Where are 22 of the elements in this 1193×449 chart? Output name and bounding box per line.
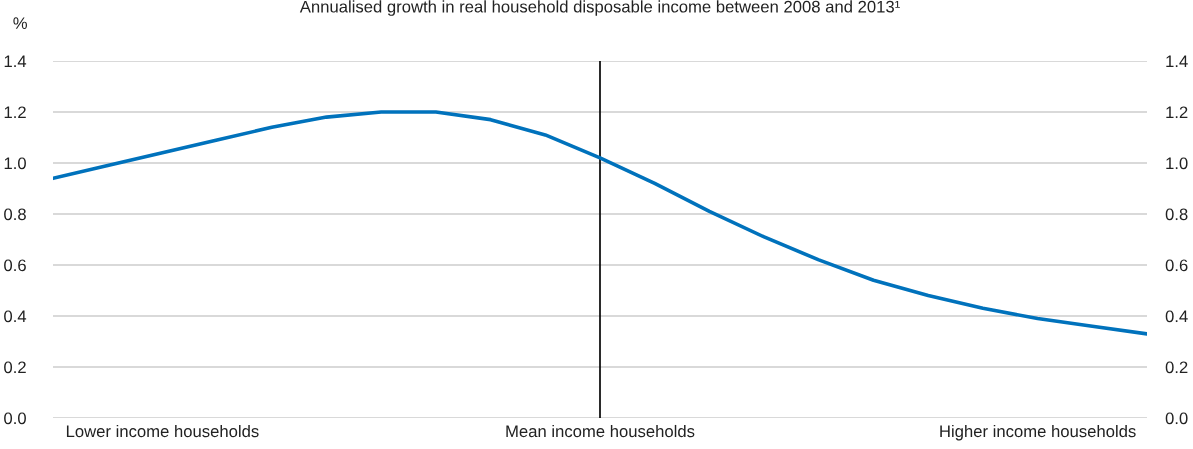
y-tick-label: 0.6	[4, 259, 26, 272]
y-tick-label: 0.8	[4, 208, 26, 221]
y2-tick-label: 0.4	[1165, 310, 1188, 323]
y2-tick-label: 1.4	[1166, 55, 1188, 68]
x-tick-label: Mean income households	[506, 424, 695, 438]
line-series	[53, 110, 1147, 336]
x-tick-label: Lower income households	[66, 424, 259, 438]
y-tick-label: 0.4	[4, 310, 27, 323]
y2-tick-label: 0.0	[1165, 412, 1188, 425]
y2-tick-label: 0.2	[1165, 361, 1188, 374]
y-tick-label: 1.4	[4, 55, 27, 68]
y-tick-label: 1.2	[4, 106, 26, 119]
y2-tick-label: 0.8	[1165, 208, 1188, 221]
y-tick-label: 1.0	[4, 157, 26, 170]
chart-title: Annualised growth in real household disposable income between 2008 and 2013¹	[299, 0, 900, 16]
y2-tick-label: 1.0	[1166, 157, 1188, 170]
x-tick-label: Higher income households	[940, 424, 1136, 441]
y-axis-title: %	[13, 17, 27, 29]
y2-tick-label: 1.2	[1166, 106, 1188, 119]
y2-tick-label: 0.6	[1165, 259, 1188, 272]
y-tick-label: 0.0	[4, 412, 26, 425]
y-tick-label: 0.2	[4, 361, 26, 374]
